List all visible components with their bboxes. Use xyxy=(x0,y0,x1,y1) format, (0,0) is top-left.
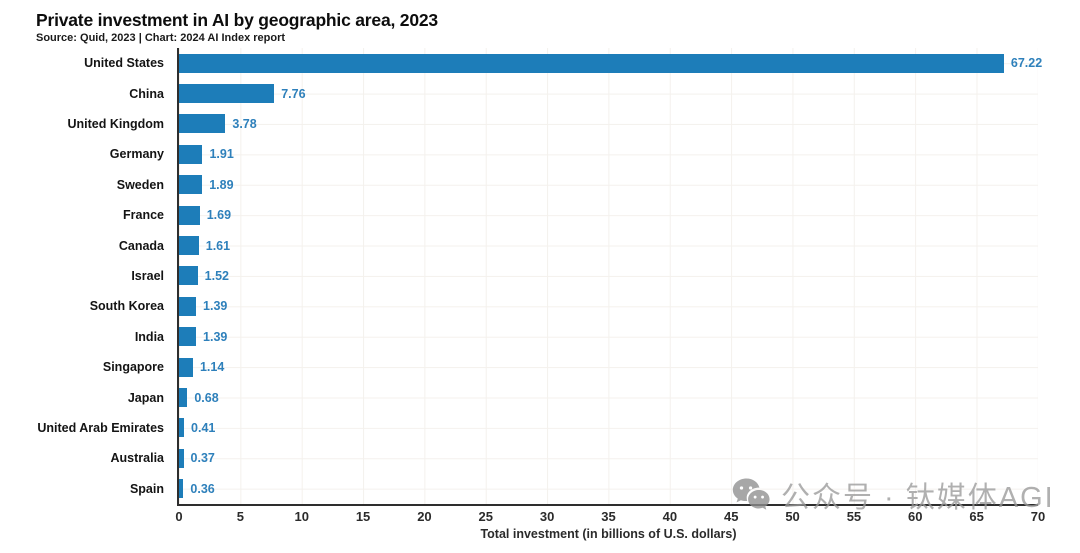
bar-value-label: 0.36 xyxy=(190,481,215,496)
bar-value-label: 67.22 xyxy=(1010,56,1043,71)
x-axis-line xyxy=(177,504,1038,506)
bar-value-label: 7.76 xyxy=(281,86,306,101)
bar-value-label: 1.14 xyxy=(199,360,225,375)
bar-value-label: 1.91 xyxy=(209,147,234,162)
bar xyxy=(179,175,203,195)
bar-row: 3.78 xyxy=(179,109,1038,139)
x-tick-label: 35 xyxy=(601,509,616,524)
bar xyxy=(179,327,197,347)
x-axis-ticks: 0 5 10 15 20 25 30 35 40 45 50 55 60 65 70 xyxy=(175,509,1045,527)
bar-value-label: 1.39 xyxy=(203,329,228,344)
country-label: China xyxy=(129,86,164,101)
country-label: Sweden xyxy=(116,177,164,192)
bar-value-label: 1.39 xyxy=(203,299,228,314)
bar-value-label: 0.68 xyxy=(194,390,219,405)
country-label: South Korea xyxy=(89,299,164,314)
watermark: 公众号 · 钛媒体AGI xyxy=(731,474,1055,516)
bar-row: 0.68 xyxy=(179,382,1038,412)
x-tick-label: 50 xyxy=(785,509,800,524)
wechat-icon xyxy=(732,478,770,510)
bar xyxy=(179,205,200,225)
country-label: Australia xyxy=(110,451,165,466)
bar xyxy=(179,388,188,408)
x-tick-label: 30 xyxy=(539,509,555,524)
country-label: Israel xyxy=(131,268,164,283)
x-tick-label: 65 xyxy=(969,509,984,524)
bar xyxy=(179,418,185,438)
bar-row: 1.52 xyxy=(179,261,1038,291)
bar-value-label: 1.69 xyxy=(206,208,232,223)
bar xyxy=(179,266,198,286)
x-tick-label: 60 xyxy=(908,509,923,524)
bar-row: 1.14 xyxy=(179,352,1038,382)
bar-row: 0.36 xyxy=(179,474,1038,504)
bar-row: 1.69 xyxy=(179,200,1038,230)
country-label: United Arab Emirates xyxy=(37,420,164,435)
y-axis-line xyxy=(177,48,179,506)
country-label: Spain xyxy=(129,481,164,496)
x-axis-title: Total investment (in billions of U.S. do… xyxy=(480,527,737,541)
country-label: Singapore xyxy=(102,360,164,375)
country-label: Germany xyxy=(109,147,164,162)
bar xyxy=(179,357,193,377)
bar-row: 1.39 xyxy=(179,322,1038,352)
bar xyxy=(179,84,275,104)
bar xyxy=(179,53,1004,73)
country-label: Canada xyxy=(118,238,164,253)
bar xyxy=(179,296,197,316)
x-tick-label: 5 xyxy=(236,509,244,524)
bar-row: 1.89 xyxy=(179,170,1038,200)
bar xyxy=(179,448,184,468)
bar-row: 7.76 xyxy=(179,78,1038,108)
country-label: United Kingdom xyxy=(67,116,164,131)
bar-value-label: 0.37 xyxy=(190,451,215,466)
bar xyxy=(179,114,226,134)
bar-row: 1.61 xyxy=(179,230,1038,260)
bar-row: 1.39 xyxy=(179,291,1038,321)
bar-row: 0.37 xyxy=(179,443,1038,473)
x-tick-label: 20 xyxy=(417,509,432,524)
x-tick-label: 15 xyxy=(355,509,371,524)
bars-container: 67.22 7.76 3.78 1.91 1.89 1.69 1.61 1.52 1.39 1.3… xyxy=(179,48,1042,504)
chart-title: Private investment in AI by geographic a… xyxy=(36,10,438,30)
x-tick-label: 0 xyxy=(175,509,183,524)
country-label: Japan xyxy=(127,390,164,405)
bar-row: 67.22 xyxy=(179,48,1042,78)
bar-value-label: 1.52 xyxy=(204,268,229,283)
chart-subtitle: Source: Quid, 2023 | Chart: 2024 AI Inde… xyxy=(36,32,286,44)
bar-value-label: 0.41 xyxy=(191,420,216,435)
country-label: France xyxy=(123,208,164,223)
bar-value-label: 1.89 xyxy=(209,177,234,192)
country-label: India xyxy=(134,329,164,344)
bar-row: 1.91 xyxy=(179,139,1038,169)
bar xyxy=(179,144,203,164)
watermark-text: 公众号 · 钛媒体AGI xyxy=(781,482,1055,514)
x-tick-label: 45 xyxy=(723,509,739,524)
bar-value-label: 1.61 xyxy=(205,238,231,253)
y-axis-labels: United States China United Kingdom Germany S… xyxy=(0,48,170,504)
bar xyxy=(179,236,199,256)
country-label: United States xyxy=(84,56,164,71)
x-tick-label: 10 xyxy=(294,509,309,524)
bar-value-label: 3.78 xyxy=(232,116,257,131)
x-tick-label: 25 xyxy=(478,509,494,524)
bar-row: 0.41 xyxy=(179,413,1038,443)
plot-area xyxy=(179,48,1038,504)
x-tick-label: 55 xyxy=(846,509,862,524)
bar xyxy=(179,479,184,499)
x-tick-label: 40 xyxy=(662,509,678,524)
x-tick-label: 70 xyxy=(1030,509,1046,524)
